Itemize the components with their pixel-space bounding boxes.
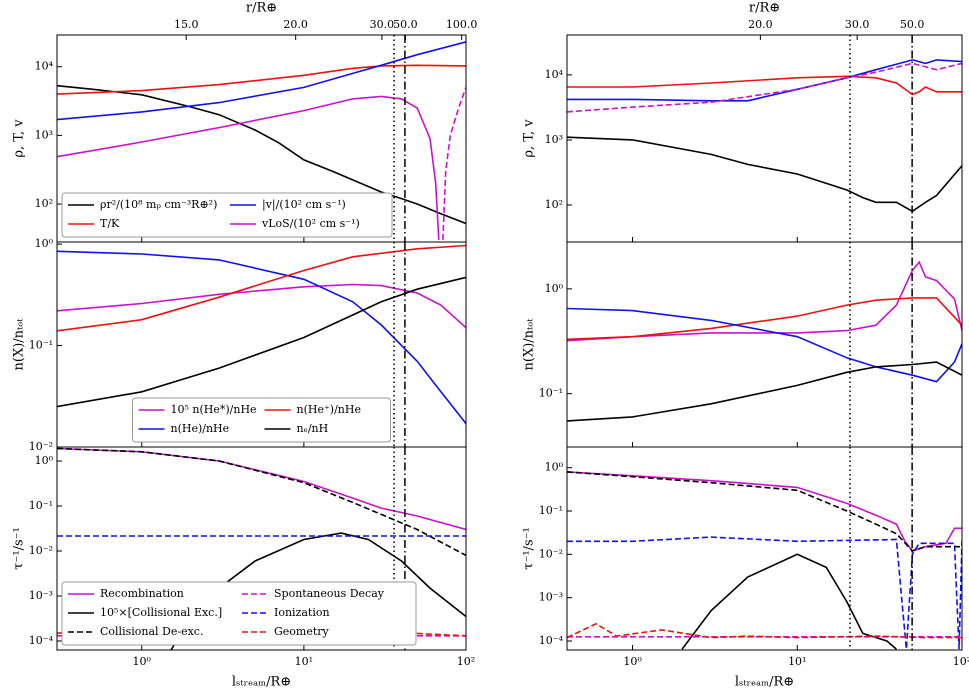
axes-frame xyxy=(567,35,962,242)
x-tick-label: 10² xyxy=(953,655,969,668)
axes-frame xyxy=(567,242,962,447)
top-tick-label: 30.0 xyxy=(845,18,870,31)
x-tick-label: 10¹ xyxy=(295,655,313,668)
x-tick-label: 10¹ xyxy=(788,655,806,668)
y-tick-label: 10³ xyxy=(35,128,53,141)
x-tick-label: 10⁰ xyxy=(623,655,642,668)
y-tick-label: 10⁻² xyxy=(539,547,563,560)
y-tick-label: 10⁻³ xyxy=(29,589,53,602)
x-tick-label: 10² xyxy=(457,655,475,668)
data-line xyxy=(567,137,962,211)
legend-label: Recombination xyxy=(100,587,184,600)
panel: 10² 10³ 10⁴ ρ, T, v 20.0 30.0 50.0 r/R⊕ xyxy=(522,1,963,243)
y-tick-label: 10⁻¹ xyxy=(29,339,53,352)
top-tick-label: 30.0 xyxy=(370,18,395,31)
panel: 10⁻⁴ 10⁻³ 10⁻² 10⁻¹ 10⁰ 10⁰ 10¹ 10² lₛₜᵣₑₐₘ/R⊕ τ⁻… xyxy=(522,447,969,690)
top-tick-label: 50.0 xyxy=(900,18,925,31)
y-tick-label: 10⁻² xyxy=(29,544,53,557)
legend-label: Geometry xyxy=(274,625,330,638)
legend-label: |v|/(10² cm s⁻¹) xyxy=(262,198,346,212)
legend-label: 10⁵ n(He*)/nHe xyxy=(171,403,257,416)
axes-frame xyxy=(567,447,962,650)
legend-label: Spontaneous Decay xyxy=(274,587,385,600)
legend-label: ρr²/(10⁸ mₚ cm⁻³R⊕²) xyxy=(100,198,217,211)
y-tick-label: 10⁻¹ xyxy=(29,499,53,512)
y-axis-label: τ⁻¹/s⁻¹ xyxy=(12,527,27,569)
y-axis-label: n(X)/nₜₒₜ xyxy=(522,318,537,371)
top-tick-label: 20.0 xyxy=(748,18,773,31)
panel: 10⁻¹ 10⁰ n(X)/nₜₒₜ xyxy=(522,242,963,447)
data-line xyxy=(567,309,962,382)
top-tick-label: 20.0 xyxy=(283,18,308,31)
legend-label: vLoS/(10² cm s⁻¹) xyxy=(261,217,360,230)
y-tick-label: 10⁻⁴ xyxy=(539,634,564,647)
data-line xyxy=(443,87,466,240)
legend-label: Collisional De-exc. xyxy=(100,625,203,638)
data-line xyxy=(567,624,962,638)
x-axis-label: lₛₜᵣₑₐₘ/R⊕ xyxy=(735,675,794,690)
y-tick-label: 10² xyxy=(35,197,53,210)
legend-label: n(He⁺)/nHe xyxy=(297,403,361,416)
x-axis-label: lₛₜᵣₑₐₘ/R⊕ xyxy=(232,675,291,690)
panel: 10⁻² 10⁻¹ 10⁰ n(X)/nₜₒₜ 10⁵ n(He*)/nHe n(He)/… xyxy=(12,237,467,453)
panel: 10² 10³ 10⁴ ρ, T, v 15.0 20.0 30.050.0 100.0 r/R… xyxy=(12,1,478,243)
top-axis-label: r/R⊕ xyxy=(246,1,277,16)
legend-label: Ionization xyxy=(274,606,330,619)
top-axis-label: r/R⊕ xyxy=(749,1,780,16)
data-line xyxy=(567,472,962,551)
top-tick-label: 15.0 xyxy=(174,18,199,31)
y-tick-label: 10⁴ xyxy=(545,68,564,81)
y-tick-label: 10⁻² xyxy=(29,440,53,453)
y-axis-label: n(X)/nₜₒₜ xyxy=(12,318,27,371)
data-line xyxy=(567,362,962,421)
y-tick-label: 10³ xyxy=(545,133,563,146)
data-line xyxy=(682,554,896,649)
legend-label: nₑ/nH xyxy=(297,422,329,435)
y-axis-label: ρ, T, v xyxy=(522,119,537,158)
y-axis-label: ρ, T, v xyxy=(12,119,27,158)
y-tick-label: 10⁰ xyxy=(545,282,564,295)
data-line xyxy=(567,262,962,341)
legend-label: n(He)/nHe xyxy=(171,422,230,435)
y-axis-label: τ⁻¹/s⁻¹ xyxy=(522,527,537,569)
legend-label: 10⁵×[Collisional Exc.] xyxy=(100,606,222,619)
y-tick-label: 10⁻¹ xyxy=(539,387,563,400)
data-line xyxy=(567,537,962,649)
data-line xyxy=(567,76,962,94)
y-tick-label: 10⁻¹ xyxy=(539,504,563,517)
y-tick-label: 10⁰ xyxy=(545,461,564,474)
y-tick-label: 10⁴ xyxy=(35,60,54,73)
y-tick-label: 10² xyxy=(545,198,563,211)
y-tick-label: 10⁻³ xyxy=(539,591,563,604)
y-tick-label: 10⁰ xyxy=(35,454,54,467)
legend-label: T/K xyxy=(100,217,120,230)
top-tick-label: 100.0 xyxy=(446,18,478,31)
data-line xyxy=(567,472,962,551)
top-tick-label: 50.0 xyxy=(393,18,418,31)
x-tick-label: 10⁰ xyxy=(133,655,152,668)
y-tick-label: 10⁰ xyxy=(35,237,54,250)
panel: 10⁻⁴ 10⁻³ 10⁻² 10⁻¹ 10⁰ 10⁰ 10¹ 10² lₛₜᵣₑₐₘ/R⊕ τ⁻… xyxy=(12,447,476,690)
y-tick-label: 10⁻⁴ xyxy=(29,634,54,647)
